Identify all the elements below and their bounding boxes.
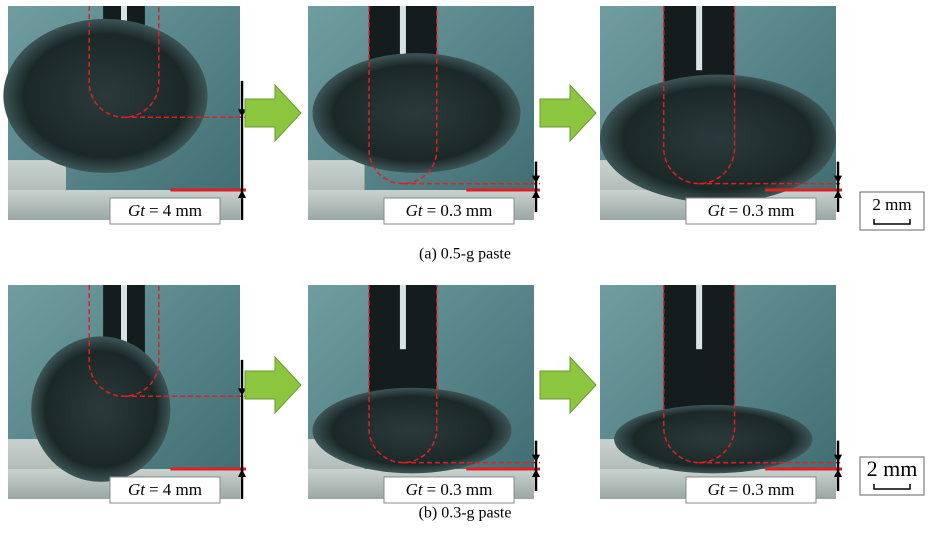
- gap-value: = 0.3 mm: [729, 201, 795, 220]
- scale-bar-label: 2 mm: [867, 456, 918, 481]
- panel-caption: (a) 0.5-g paste: [419, 246, 511, 263]
- gap-label: Gt= 0.3 mm: [406, 480, 493, 499]
- gap-value: = 0.3 mm: [729, 480, 795, 499]
- process-arrow: [245, 85, 301, 141]
- gap-label: Gt= 4 mm: [128, 480, 202, 499]
- process-arrow: [540, 357, 596, 413]
- gap-variable: Gt: [128, 201, 146, 220]
- gap-value: = 0.3 mm: [427, 201, 493, 220]
- gap-variable: Gt: [708, 480, 726, 499]
- paste-blob: [313, 388, 512, 474]
- photo-panel: Gt= 0.3 mm: [308, 285, 540, 503]
- gap-label: Gt= 0.3 mm: [708, 480, 795, 499]
- gap-value: = 0.3 mm: [427, 480, 493, 499]
- gap-value: = 4 mm: [149, 480, 202, 499]
- tool-shaft: [696, 6, 702, 70]
- gap-value: = 4 mm: [149, 201, 202, 220]
- photo-panel: Gt= 0.3 mm: [308, 6, 540, 224]
- panel-caption: (b) 0.3-g paste: [419, 505, 512, 522]
- gap-variable: Gt: [708, 201, 726, 220]
- photo-panel: Gt= 4 mm: [3, 6, 246, 224]
- paste-blob: [313, 53, 521, 173]
- process-arrow: [540, 85, 596, 141]
- paste-blob: [31, 336, 170, 482]
- tool-shaft: [121, 285, 127, 349]
- gap-label: Gt= 0.3 mm: [406, 201, 493, 220]
- photo-panel: Gt= 0.3 mm: [600, 6, 842, 224]
- process-arrow: [245, 357, 301, 413]
- gap-variable: Gt: [406, 480, 424, 499]
- tool-shaft: [696, 285, 702, 349]
- gap-label: Gt= 4 mm: [128, 201, 202, 220]
- tool-shaft: [400, 285, 406, 349]
- paste-blob: [3, 19, 207, 173]
- photo-panel: Gt= 4 mm: [8, 285, 246, 503]
- gap-variable: Gt: [406, 201, 424, 220]
- gap-variable: Gt: [128, 480, 146, 499]
- scale-bar-label: 2 mm: [872, 195, 911, 214]
- photo-panel: Gt= 0.3 mm: [600, 285, 842, 503]
- gap-label: Gt= 0.3 mm: [708, 201, 795, 220]
- figure: Gt= 4 mmGt= 0.3 mmGt= 0.3 mm2 mm(a) 0.5-…: [0, 0, 929, 533]
